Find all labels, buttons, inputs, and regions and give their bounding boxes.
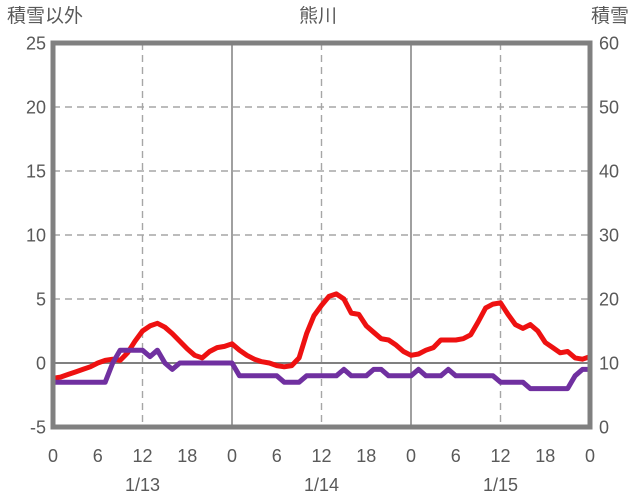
right-axis-tick-label: 20 <box>599 290 619 310</box>
x-axis-tick-label: 0 <box>406 446 416 466</box>
x-axis-tick-label: 18 <box>177 446 197 466</box>
chart-title: 熊川 <box>298 6 337 27</box>
right-axis-tick-label: 60 <box>599 34 619 54</box>
left-axis-tick-label: 15 <box>26 162 46 182</box>
x-axis-tick-label: 6 <box>451 446 461 466</box>
left-axis-tick-label: 0 <box>36 354 46 374</box>
right-axis-tick-label: 0 <box>599 418 609 438</box>
x-axis-tick-label: 12 <box>490 446 510 466</box>
x-axis-day-label: 1/15 <box>483 475 518 495</box>
x-axis-tick-label: 0 <box>585 446 595 466</box>
x-axis-tick-label: 6 <box>272 446 282 466</box>
x-axis-tick-label: 18 <box>356 446 376 466</box>
left-axis-title: 積雪以外 <box>7 6 84 27</box>
left-axis-tick-label: 25 <box>26 34 46 54</box>
x-axis-tick-label: 0 <box>48 446 58 466</box>
right-axis-title: 積雪 <box>590 6 629 27</box>
right-axis-tick-label: 40 <box>599 162 619 182</box>
left-axis-tick-label: 20 <box>26 98 46 118</box>
right-axis-tick-label: 30 <box>599 226 619 246</box>
x-axis-tick-label: 12 <box>311 446 331 466</box>
x-axis-day-label: 1/13 <box>125 475 160 495</box>
left-axis-tick-label: 10 <box>26 226 46 246</box>
right-axis-tick-label: 10 <box>599 354 619 374</box>
snow-depth-series-line <box>50 347 593 392</box>
x-axis-day-label: 1/14 <box>304 475 339 495</box>
x-axis-tick-label: 0 <box>227 446 237 466</box>
x-axis-tick-label: 6 <box>93 446 103 466</box>
x-axis-tick-label: 18 <box>535 446 555 466</box>
left-axis-tick-label: -5 <box>30 418 46 438</box>
left-axis-tick-label: 5 <box>36 290 46 310</box>
non-snow-series-line <box>50 291 593 381</box>
x-axis-tick-label: 12 <box>132 446 152 466</box>
right-axis-tick-label: 50 <box>599 98 619 118</box>
plot-border <box>50 40 593 430</box>
